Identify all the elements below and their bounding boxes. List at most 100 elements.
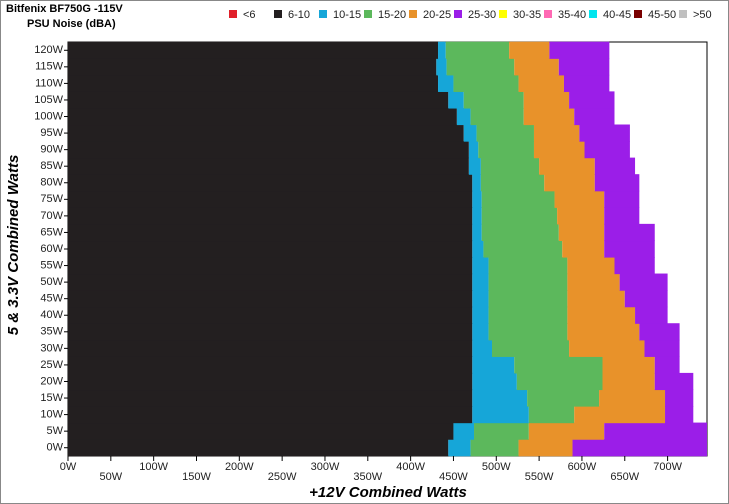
y-tick-label: 40W [40,309,63,321]
y-axis-label: 5 & 3.3V Combined Watts [5,155,22,336]
y-tick-label: 0W [47,442,64,454]
x-tick-label: 150W [182,471,211,483]
legend-label: 45-50 [648,9,676,21]
bar-segment [68,190,473,208]
bar-segment [614,256,655,275]
legend-swatch [499,10,507,18]
x-tick-label: 600W [568,461,597,473]
bar-segment [472,256,489,275]
x-tick-label: 650W [610,471,639,483]
y-tick-label: 45W [40,293,63,305]
bar-segment [481,207,558,225]
bar-segment [483,240,563,258]
bar-segment [68,406,473,424]
bar-segment [488,290,568,308]
bar-segment [472,323,489,341]
bar-segment [516,372,603,391]
chart-title: Bitfenix BF750G -115V [6,3,123,15]
legend-swatch [319,10,327,18]
bar-segment [68,323,473,341]
bar-segment [68,124,464,142]
legend-label: 25-30 [468,9,496,21]
legend-label: 15-20 [378,9,406,21]
bar-segment [544,174,595,192]
bar-segment [619,273,668,291]
y-tick-label: 20W [40,375,63,387]
bar-segment [599,389,666,407]
x-tick-label: 250W [268,471,297,483]
y-tick-label: 70W [40,210,63,222]
bar-segment [438,41,446,59]
legend-label: >50 [693,9,712,21]
bar-segment [492,339,570,357]
bar-segment [574,107,615,126]
bar-segment [604,223,655,242]
bar-segment [68,207,473,225]
x-tick-label: 700W [653,461,682,473]
x-tick-label: 200W [225,461,254,473]
legend-swatch [679,10,687,18]
y-tick-label: 65W [40,226,63,238]
bar-segment [594,157,636,175]
bar-segment [472,406,529,424]
legend-label: 40-45 [603,9,631,21]
chart-subtitle: PSU Noise (dBA) [27,18,116,30]
bar-segment [488,323,568,341]
bar-segment [514,356,603,374]
bar-segment [68,58,437,76]
bar-segment [463,124,477,142]
bar-segment [68,157,469,175]
y-tick-label: 80W [40,177,63,189]
bar-segment [470,439,519,457]
bar-segment [472,339,493,357]
y-tick-label: 95W [40,127,63,139]
y-tick-label: 60W [40,243,63,255]
y-tick-label: 90W [40,144,63,156]
bar-segment [604,190,640,208]
bar-segment [478,141,534,159]
bar-segment [539,157,595,175]
x-tick-label: 400W [396,461,425,473]
bar-segment [481,223,559,242]
bar-segment [665,406,694,424]
bar-segment [68,339,473,357]
bar-segment [549,41,610,59]
bar-segment [639,323,680,341]
bar-segment [474,422,529,440]
legend-swatch [274,10,282,18]
bar-segment [488,256,568,275]
bar-segment [470,107,524,126]
bar-segment [584,141,630,159]
legend-label: 6-10 [288,9,310,21]
bar-segment [448,91,464,109]
legend-swatch [544,10,552,18]
legend-label: <6 [243,9,256,21]
bar-segment [602,372,655,391]
bar-segment [68,290,473,308]
bar-segment [562,240,605,258]
y-tick-label: 10W [40,409,63,421]
bar-segment [448,439,471,457]
y-tick-label: 115W [35,61,64,73]
bar-segment [472,356,515,374]
legend-swatch [364,10,372,18]
bar-segment [472,306,489,324]
legend-label: 35-40 [558,9,586,21]
bar-segment [472,372,517,391]
bar-segment [472,290,489,308]
bar-segment [569,339,645,357]
bar-segment [579,124,630,142]
y-tick-label: 75W [40,193,63,205]
bar-segment [472,174,481,192]
bar-segment [68,74,439,92]
bar-segment [68,439,449,457]
bar-segment [68,422,454,440]
bar-segment [68,372,473,391]
bar-segment [533,141,585,159]
legend-swatch [409,10,417,18]
y-tick-label: 35W [40,326,63,338]
bar-segment [567,290,625,308]
bar-segment [635,306,668,324]
bar-segment [472,389,528,407]
